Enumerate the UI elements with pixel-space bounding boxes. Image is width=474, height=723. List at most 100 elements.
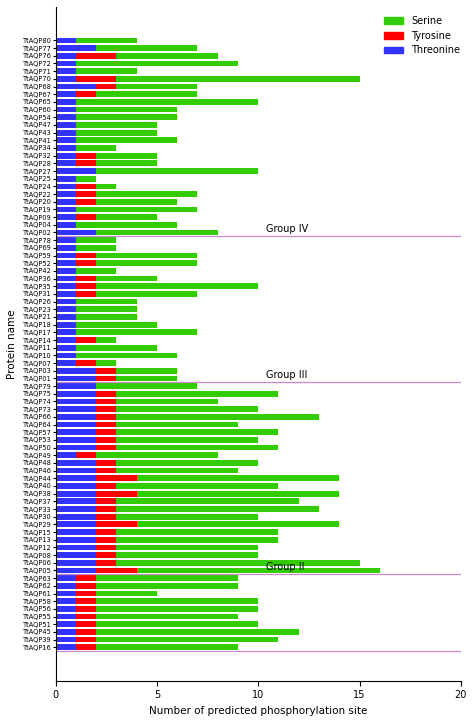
Bar [116,529,278,535]
Bar [96,199,177,205]
Bar [96,629,299,635]
Bar [55,137,76,143]
Bar [116,414,319,420]
Bar [116,391,278,397]
Bar [55,375,96,381]
Bar [76,245,116,251]
Bar [55,145,76,151]
Bar [76,191,96,197]
Bar [55,498,96,504]
Bar [96,84,116,90]
Bar [116,368,177,374]
Bar [116,375,177,381]
Bar [55,360,76,366]
Bar [116,53,218,59]
Bar [55,275,76,281]
Bar [96,576,238,581]
Bar [76,252,96,258]
Bar [116,76,360,82]
Bar [76,237,116,243]
Bar [96,521,137,527]
Bar [55,91,76,97]
Bar [96,537,116,543]
Bar [96,644,238,650]
Bar [55,176,76,181]
Bar [55,161,76,166]
Bar [116,514,258,520]
Bar [76,614,96,620]
Bar [76,637,96,643]
Bar [55,491,96,497]
Bar [55,345,76,351]
Bar [55,353,76,359]
Bar [96,252,197,258]
Bar [55,214,76,220]
Bar [96,184,116,189]
Bar [55,283,76,289]
Bar [55,414,96,420]
Bar [96,498,116,504]
Bar [55,521,96,527]
Bar [76,153,96,158]
Bar [116,422,238,427]
Bar [55,599,76,604]
Bar [116,498,299,504]
Bar [76,353,177,359]
Bar [96,153,157,158]
Bar [96,337,116,343]
Bar [76,314,137,320]
Bar [55,314,76,320]
Bar [76,307,137,312]
Bar [55,591,76,596]
Bar [76,337,96,343]
Bar [76,122,157,128]
Bar [55,583,76,589]
Bar [96,291,197,297]
Bar [55,260,76,266]
Bar [55,629,76,635]
Bar [76,299,137,304]
Bar [55,199,76,205]
Bar [96,398,116,404]
Bar [116,560,360,565]
Bar [55,529,96,535]
Bar [96,375,116,381]
Bar [55,460,96,466]
X-axis label: Number of predicted phosphorylation site: Number of predicted phosphorylation site [149,706,367,716]
Bar [96,445,116,450]
Bar [55,552,96,558]
Bar [116,398,218,404]
Bar [96,506,116,512]
Bar [76,283,96,289]
Bar [96,437,116,442]
Bar [55,184,76,189]
Bar [116,406,258,412]
Bar [76,291,96,297]
Bar [96,230,218,236]
Bar [76,330,197,335]
Bar [55,476,96,482]
Bar [76,38,137,43]
Bar [55,46,96,51]
Bar [55,483,96,489]
Bar [96,476,137,482]
Bar [76,145,116,151]
Bar [55,560,96,565]
Bar [55,268,76,274]
Bar [137,491,339,497]
Bar [55,406,96,412]
Bar [76,137,177,143]
Bar [55,61,76,67]
Bar [55,245,76,251]
Bar [55,398,96,404]
Bar [55,337,76,343]
Bar [96,568,137,573]
Bar [55,299,76,304]
Bar [96,391,116,397]
Bar [96,414,116,420]
Bar [96,283,258,289]
Bar [76,129,157,135]
Bar [76,606,96,612]
Bar [96,91,197,97]
Bar [76,61,238,67]
